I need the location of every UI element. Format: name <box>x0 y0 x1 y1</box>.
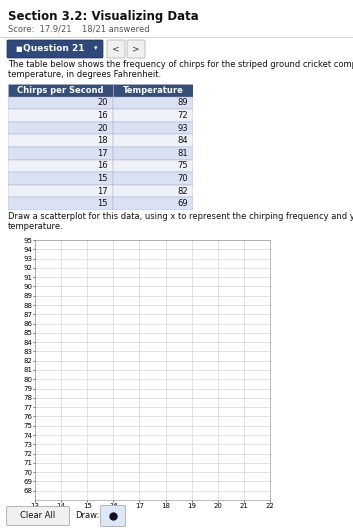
Text: Draw a scatterplot for this data, using x to represent the chirping frequency an: Draw a scatterplot for this data, using … <box>8 212 353 232</box>
Text: 89: 89 <box>177 99 188 108</box>
Bar <box>8 172 113 185</box>
Text: ▾: ▾ <box>94 46 97 51</box>
Bar <box>8 96 113 109</box>
Bar <box>113 160 193 172</box>
Bar <box>113 135 193 147</box>
Text: 15: 15 <box>97 199 108 208</box>
Bar <box>8 197 113 210</box>
FancyBboxPatch shape <box>101 506 126 526</box>
Bar <box>113 96 193 109</box>
Text: 20: 20 <box>97 123 108 132</box>
Bar <box>8 160 113 172</box>
Text: 75: 75 <box>177 162 188 171</box>
Text: Score:  17.9/21    18/21 answered: Score: 17.9/21 18/21 answered <box>8 24 150 33</box>
Text: 17: 17 <box>97 149 108 158</box>
Text: Clear All: Clear All <box>20 511 56 520</box>
Bar <box>113 197 193 210</box>
Text: The table below shows the frequency of chirps for the striped ground cricket com: The table below shows the frequency of c… <box>8 60 353 80</box>
FancyBboxPatch shape <box>6 507 70 526</box>
Text: 18: 18 <box>97 136 108 145</box>
Text: 16: 16 <box>97 162 108 171</box>
Text: >: > <box>132 44 140 53</box>
Text: Chirps per Second: Chirps per Second <box>17 86 104 95</box>
Text: 93: 93 <box>177 123 188 132</box>
Text: 20: 20 <box>97 99 108 108</box>
Text: 15: 15 <box>97 174 108 183</box>
FancyBboxPatch shape <box>107 40 125 58</box>
Text: ■: ■ <box>15 46 22 51</box>
Bar <box>8 147 113 160</box>
Text: Section 3.2: Visualizing Data: Section 3.2: Visualizing Data <box>8 10 199 23</box>
Bar <box>113 185 193 197</box>
Bar <box>113 84 193 96</box>
Bar <box>8 135 113 147</box>
Text: 70: 70 <box>177 174 188 183</box>
FancyBboxPatch shape <box>127 40 145 58</box>
Bar <box>8 84 113 96</box>
FancyBboxPatch shape <box>7 40 103 58</box>
Text: <: < <box>112 44 120 53</box>
Bar <box>8 109 113 122</box>
Text: 16: 16 <box>97 111 108 120</box>
Bar <box>113 122 193 135</box>
Text: Temperature: Temperature <box>122 86 184 95</box>
Bar <box>8 185 113 197</box>
Bar <box>113 147 193 160</box>
Text: 82: 82 <box>177 187 188 196</box>
Text: 17: 17 <box>97 187 108 196</box>
Text: 69: 69 <box>177 199 188 208</box>
Text: 72: 72 <box>177 111 188 120</box>
Text: 84: 84 <box>177 136 188 145</box>
Text: Draw:: Draw: <box>75 511 99 520</box>
Text: 81: 81 <box>177 149 188 158</box>
Text: Question 21: Question 21 <box>23 44 84 53</box>
Bar <box>8 122 113 135</box>
Bar <box>113 172 193 185</box>
Text: 67: 67 <box>12 507 20 513</box>
Bar <box>113 109 193 122</box>
